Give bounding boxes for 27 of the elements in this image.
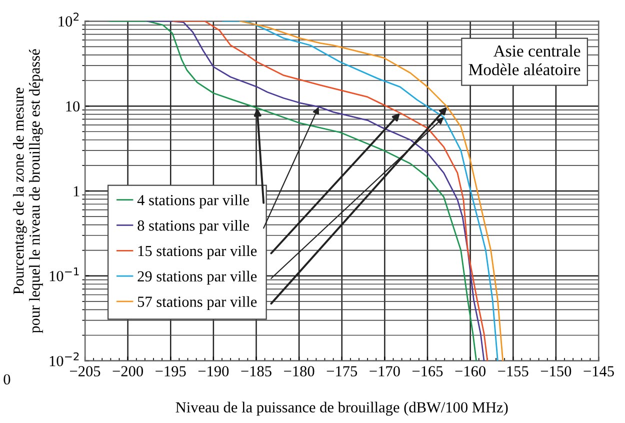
y-tick-label: 10 (66, 101, 80, 112)
x-tick-label: −150 (540, 366, 572, 376)
x-tick-label: −170 (370, 366, 400, 376)
legend-label: 15 stations par ville (138, 245, 257, 260)
legend-label: 57 stations par ville (138, 296, 257, 310)
x-tick-label: −195 (156, 366, 186, 376)
legend-label: 29 stations par ville (138, 270, 257, 285)
x-tick-label: −180 (284, 366, 314, 376)
x-tick-label: −155 (498, 366, 528, 376)
y-tick-label: 10$^{−1}$ (50, 267, 79, 282)
annotation: Asie centrale Modèle aléatoire (468, 44, 580, 76)
x-axis-title: Niveau de la puissance de brouillage (dBW/100 MHz) (176, 402, 508, 416)
x-tick-label: −205 (70, 366, 100, 376)
x-tick-label: −165 (412, 366, 443, 376)
x-tick-label: −190 (198, 366, 229, 376)
y-tick-label: 10$^{−2}$ (50, 352, 79, 366)
y-tick-label: 1 (74, 186, 80, 196)
x-tick-label: −185 (241, 366, 272, 376)
x-tick-label: −145 (584, 366, 614, 376)
text: 0 (4, 374, 10, 385)
legend-label: 4 stations par ville (137, 194, 249, 208)
y-tick-label: 10$^{2}$ (58, 12, 79, 27)
y-axis-title: Pourcentage de la zone de mesure pour lequel le niveau de brouillage est dépassé (13, 49, 43, 334)
x-tick-label: −160 (455, 366, 486, 376)
x-tick-label: −200 (112, 366, 143, 376)
x-tick-label: −175 (326, 366, 358, 376)
legend-label: 8 stations par ville (138, 220, 249, 234)
